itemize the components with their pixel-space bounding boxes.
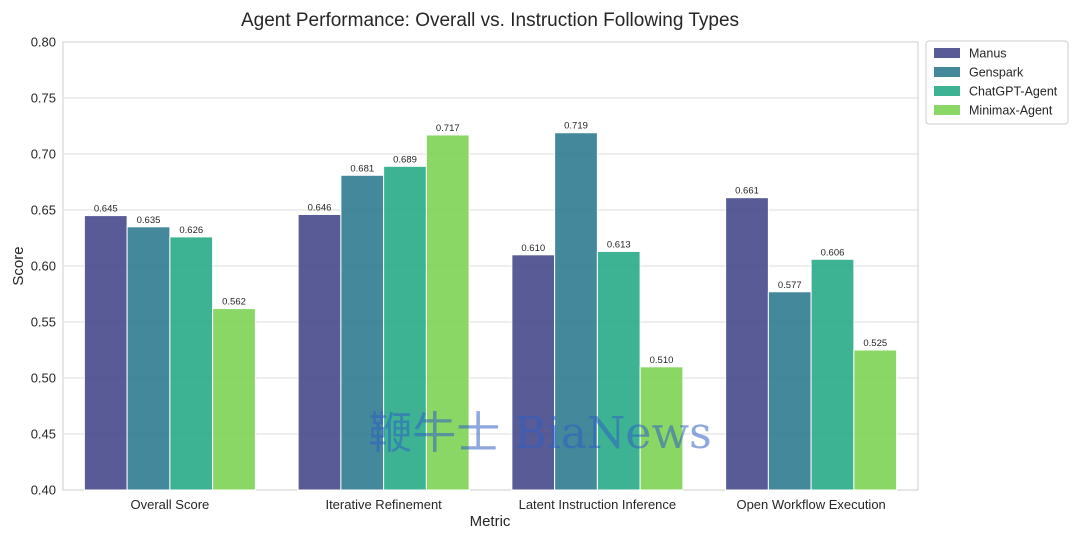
legend-swatch (934, 86, 960, 96)
x-tick-label: Overall Score (131, 497, 210, 512)
data-label: 0.717 (436, 123, 460, 134)
legend-label: Minimax-Agent (969, 104, 1053, 118)
x-tick-label: Iterative Refinement (325, 497, 442, 512)
bar-minimax-agent-1 (212, 308, 256, 491)
data-label: 0.610 (521, 243, 545, 254)
legend-label: Genspark (969, 66, 1024, 80)
data-label: 0.661 (735, 186, 759, 197)
y-tick-label: 0.70 (31, 147, 56, 162)
y-tick-label: 0.40 (31, 483, 56, 498)
y-tick-label: 0.45 (31, 427, 56, 442)
data-label: 0.562 (222, 297, 246, 308)
x-axis-ticks: Overall Score Iterative Refinement Latent … (131, 497, 886, 512)
bar-genspark-3 (554, 132, 598, 491)
y-tick-label: 0.55 (31, 315, 56, 330)
bar-chatgpt-agent-3 (596, 250, 641, 491)
data-label: 0.681 (350, 163, 374, 174)
data-label: 0.626 (179, 225, 203, 236)
data-labels: 0.645 0.635 0.626 0.562 0.646 0.681 0.689 0.717… (94, 121, 887, 366)
bar-minimax-agent-2 (425, 134, 470, 491)
bar-chatgpt-agent-4 (810, 258, 855, 491)
bar-manus-4 (725, 197, 769, 491)
data-label: 0.613 (607, 239, 631, 250)
bars (83, 132, 898, 491)
bar-minimax-agent-4 (853, 349, 898, 491)
x-tick-label: Latent Instruction Inference (519, 497, 677, 512)
watermark: 鞭牛士 BiaNews (368, 408, 711, 459)
data-label: 0.635 (137, 215, 161, 226)
legend-swatch (934, 48, 960, 58)
bar-chatgpt-agent-1 (169, 236, 214, 491)
bar-manus-1 (83, 215, 128, 491)
bar-genspark-1 (126, 226, 171, 491)
data-label: 0.645 (94, 204, 118, 215)
data-label: 0.689 (393, 154, 417, 165)
y-axis-label: Score (10, 246, 27, 285)
y-tick-label: 0.75 (31, 91, 56, 106)
x-axis-label: Metric (470, 513, 511, 530)
x-tick-label: Open Workflow Execution (736, 497, 885, 512)
data-label: 0.646 (308, 202, 332, 213)
y-tick-label: 0.60 (31, 259, 56, 274)
y-tick-label: 0.80 (31, 35, 56, 50)
chart-title: Agent Performance: Overall vs. Instructi… (241, 10, 739, 31)
legend-swatch (934, 105, 960, 115)
bar-minimax-agent-3 (639, 366, 684, 491)
bar-genspark-4 (767, 291, 812, 491)
data-label: 0.510 (650, 355, 674, 366)
data-label: 0.525 (863, 338, 887, 349)
legend-swatch (934, 67, 960, 77)
bar-manus-2 (297, 213, 342, 491)
y-axis-ticks: 0.40 0.45 0.50 0.55 0.60 0.65 0.70 0.75 0.80 (31, 35, 56, 498)
data-label: 0.577 (778, 280, 802, 291)
legend-label: ChatGPT-Agent (969, 85, 1058, 99)
y-tick-label: 0.65 (31, 203, 56, 218)
y-tick-label: 0.50 (31, 371, 56, 386)
legend-box (925, 40, 1069, 125)
data-label: 0.606 (821, 247, 845, 258)
legend: Manus Genspark ChatGPT-Agent Minimax-Agent (925, 40, 1069, 125)
legend-label: Manus (969, 47, 1007, 61)
data-label: 0.719 (564, 121, 588, 132)
